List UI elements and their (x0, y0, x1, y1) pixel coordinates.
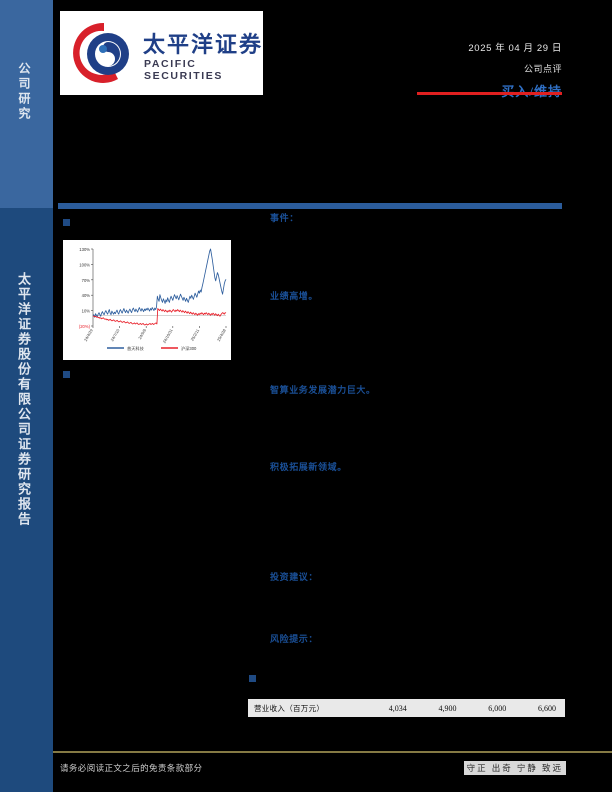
table-cell: 4,034 (388, 703, 407, 713)
svg-text:普天科技: 普天科技 (127, 345, 145, 352)
section-heading-event: 事件： (270, 213, 299, 223)
table-row: 营业收入（百万元） 4,034 4,900 6,000 6,600 (248, 699, 565, 717)
svg-text:25/4/28: 25/4/28 (216, 327, 227, 342)
table-cell: 6,000 (488, 703, 507, 713)
svg-text:25/2/11: 25/2/11 (189, 327, 200, 341)
report-kind: 公司点评 (523, 64, 562, 74)
logo-name-en: PACIFIC SECURITIES (144, 58, 224, 82)
pacific-securities-logo-icon (73, 22, 129, 83)
svg-text:10%: 10% (82, 309, 91, 314)
rating-badge: 买入/维持 (468, 81, 562, 100)
sidebar-top-band: 公司研究 (0, 0, 53, 208)
footer-disclaimer: 请务必阅读正文之后的免责条款部分 (60, 763, 203, 773)
financial-summary-table: 营业收入（百万元） 4,034 4,900 6,000 6,600 (248, 699, 565, 717)
table-row-label: 营业收入（百万元） (254, 703, 325, 713)
svg-text:70%: 70% (82, 278, 91, 283)
svg-text:24/10/31: 24/10/31 (162, 327, 175, 344)
chart-canvas: 130% 100% 70% 40% 10% (20%)24/4/29 24/7/10 24/9… (79, 247, 227, 352)
bullet-marker (249, 675, 256, 682)
svg-text:24/7/10: 24/7/10 (109, 327, 120, 342)
sidebar-category-label: 公司研究 (17, 62, 31, 122)
section-heading-performance: 业绩高增。 (270, 291, 319, 301)
svg-text:(20%): (20%) (79, 324, 91, 329)
table-cell: 6,600 (538, 703, 556, 713)
svg-text:100%: 100% (79, 262, 90, 267)
bullet-marker (63, 219, 70, 226)
footer-slogan: 守正 出奇 宁静 致远 (463, 761, 566, 775)
section-divider-bar (58, 203, 562, 209)
sidebar-company-label: 太平洋证券股份有限公司证券研究报告 (16, 272, 31, 527)
section-heading-compute: 智算业务发展潜力巨大。 (270, 385, 376, 395)
svg-text:沪深300: 沪深300 (181, 345, 197, 352)
rating-underline (417, 92, 562, 95)
report-date: 2025 年 04 月 29 日 (468, 43, 562, 54)
section-heading-risk: 风险提示： (270, 634, 319, 644)
svg-text:24/4/29: 24/4/29 (83, 327, 94, 342)
header-meta: 2025 年 04 月 29 日 公司点评 买入/维持 (468, 40, 562, 100)
company-logo: 太平洋证券 PACIFIC SECURITIES (60, 11, 263, 95)
svg-text:40%: 40% (82, 293, 91, 298)
svg-text:24/9/6: 24/9/6 (137, 327, 147, 340)
section-heading-newfields: 积极拓展新领域。 (270, 462, 347, 472)
section-heading-advice: 投资建议： (270, 572, 319, 582)
svg-text:130%: 130% (79, 247, 90, 252)
bullet-marker (63, 371, 70, 378)
left-sidebar: 公司研究 太平洋证券股份有限公司证券研究报告 (0, 0, 53, 792)
logo-name-cn: 太平洋证券 (143, 32, 264, 57)
stock-performance-chart: 130% 100% 70% 40% 10% (20%) 24/4/29 24/7/10 24/9… (63, 240, 231, 360)
sidebar-bottom-band: 太平洋证券股份有限公司证券研究报告 (0, 208, 53, 792)
table-cell: 4,900 (438, 703, 457, 713)
footer-divider (53, 751, 612, 753)
